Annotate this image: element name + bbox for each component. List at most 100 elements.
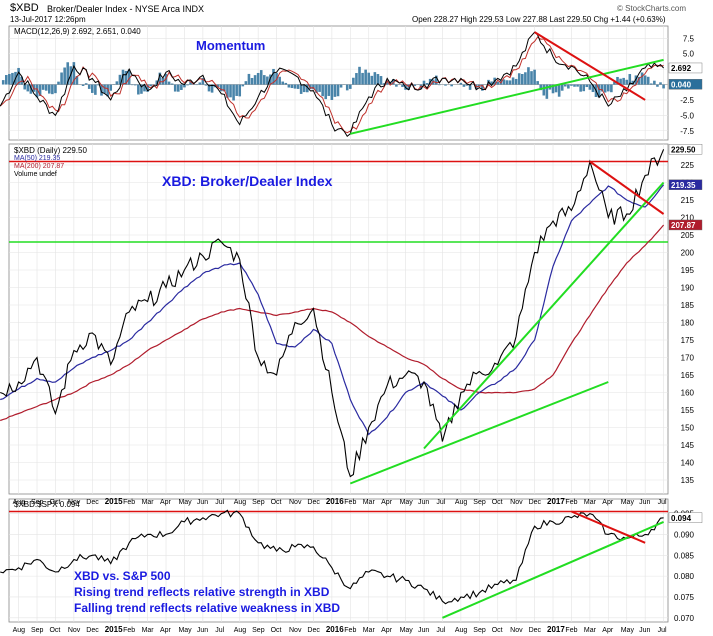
x-tick-label: Nov — [289, 627, 302, 634]
ma200-line — [0, 224, 665, 422]
ratio-trendline — [442, 521, 664, 619]
x-tick-label: Feb — [344, 627, 356, 634]
macd-signal-line — [0, 36, 664, 134]
x-tick-label: Mar — [584, 627, 597, 634]
x-tick-label: Sep — [473, 627, 486, 634]
x-tick-label: Jun — [639, 499, 650, 506]
ratio-value-label: 0.094 — [671, 514, 692, 523]
x-tick-label: Feb — [344, 499, 356, 506]
ma50-value-label: 219.35 — [671, 181, 696, 190]
x-tick-label: Aug — [234, 499, 247, 506]
price-line — [0, 149, 665, 478]
ratio-annotation-line-2: Rising trend reflects relative strength … — [74, 585, 330, 599]
x-tick-label: Apr — [381, 627, 393, 634]
macd-hist-value-label: 0.040 — [671, 80, 692, 89]
macd-trendline — [350, 58, 664, 135]
y-tick-label: 195 — [681, 266, 695, 275]
x-tick-label: Feb — [565, 627, 577, 634]
x-tick-label: Oct — [271, 499, 282, 506]
x-tick-label: Sep — [252, 499, 265, 506]
x-tick-label: Mar — [142, 499, 155, 506]
price-trendline — [349, 381, 609, 485]
x-tick-label: Sep — [31, 499, 44, 506]
ratio-annotation-line-3: Falling trend reflects relative weakness… — [74, 601, 341, 615]
y-tick-label: 135 — [681, 476, 695, 485]
y-tick-label: -2.5 — [680, 96, 694, 105]
price-trendline — [589, 160, 665, 215]
x-tick-label: Apr — [602, 627, 614, 634]
header-quote: Open 228.27 High 229.53 Low 227.88 Last … — [412, 15, 666, 24]
y-tick-label: 175 — [681, 336, 695, 345]
y-tick-label: -7.5 — [680, 127, 694, 136]
x-tick-label: Jul — [215, 627, 224, 634]
x-tick-label: May — [400, 499, 414, 506]
x-tick-label: Jun — [197, 499, 208, 506]
x-tick-label: Dec — [86, 499, 99, 506]
x-tick-label: Aug — [13, 499, 26, 506]
x-tick-label: 2016 — [326, 625, 344, 634]
panel-frame — [8, 498, 669, 623]
y-tick-label: 145 — [681, 441, 695, 450]
price-legend-xbd: $XBD (Daily) 229.50 — [14, 146, 87, 155]
price-legend-ma50: MA(50) 219.35 — [14, 155, 61, 162]
y-tick-label: 150 — [681, 424, 695, 433]
ma200-value-label-box — [668, 219, 703, 231]
x-tick-label: 2017 — [547, 625, 565, 634]
macd-line — [0, 31, 664, 138]
x-tick-label: Jun — [418, 627, 429, 634]
x-tick-label: Aug — [455, 499, 468, 506]
x-tick-label: Nov — [68, 499, 81, 506]
x-tick-label: Jul — [658, 499, 667, 506]
x-tick-label: Feb — [123, 499, 135, 506]
x-tick-label: Apr — [381, 499, 393, 506]
price-trendline — [423, 181, 665, 450]
x-tick-label: Nov — [68, 627, 81, 634]
macd-value-label: 2.692 — [671, 64, 692, 73]
y-tick-label: 0.090 — [674, 530, 695, 539]
x-tick-label: Dec — [86, 627, 99, 634]
x-tick-label: Aug — [455, 627, 468, 634]
x-tick-label: May — [178, 627, 192, 634]
y-tick-label: 140 — [681, 459, 695, 468]
price-annotation: XBD: Broker/Dealer Index — [162, 173, 333, 189]
x-tick-label: Dec — [307, 627, 320, 634]
price-value-label-box — [668, 144, 703, 155]
x-tick-label: May — [400, 627, 414, 634]
ratio-trendline — [571, 510, 646, 544]
y-tick-label: 165 — [681, 371, 695, 380]
y-tick-label: 0.075 — [674, 593, 695, 602]
y-tick-label: 0.070 — [674, 614, 695, 623]
x-tick-label: Mar — [584, 499, 597, 506]
y-tick-label: 205 — [681, 231, 695, 240]
macd-value-label-box — [668, 62, 703, 74]
header-name: Broker/Dealer Index - NYSE Arca INDX — [47, 4, 205, 14]
y-tick-label: 215 — [681, 196, 695, 205]
x-tick-label: May — [621, 627, 635, 634]
x-tick-label: 2015 — [105, 497, 123, 506]
x-tick-label: Sep — [31, 627, 44, 634]
x-tick-label: Jul — [658, 627, 667, 634]
x-tick-label: Mar — [363, 499, 376, 506]
x-tick-label: Apr — [602, 499, 614, 506]
x-tick-label: Apr — [160, 499, 172, 506]
price-legend-ma200: MA(200) 207.87 — [14, 163, 65, 170]
y-tick-label: 185 — [681, 301, 695, 310]
ratio-value-label-box — [668, 512, 703, 523]
price-value-label: 229.50 — [671, 145, 696, 154]
y-tick-label: 190 — [681, 284, 695, 293]
x-tick-label: Jun — [639, 627, 650, 634]
x-tick-label: Dec — [529, 627, 542, 634]
y-tick-label: 5.0 — [683, 50, 695, 59]
y-tick-label: 180 — [681, 319, 695, 328]
y-tick-label: 225 — [681, 161, 695, 170]
x-tick-label: Mar — [363, 627, 376, 634]
x-tick-label: Dec — [307, 499, 320, 506]
y-tick-label: 210 — [681, 214, 695, 223]
macd-legend: MACD(12,26,9) 2.692, 2.651, 0.040 — [14, 27, 141, 36]
y-tick-label: 160 — [681, 389, 695, 398]
y-tick-label: 200 — [681, 249, 695, 258]
x-tick-label: Sep — [473, 499, 486, 506]
x-tick-label: Oct — [49, 499, 60, 506]
x-tick-label: 2016 — [326, 497, 344, 506]
